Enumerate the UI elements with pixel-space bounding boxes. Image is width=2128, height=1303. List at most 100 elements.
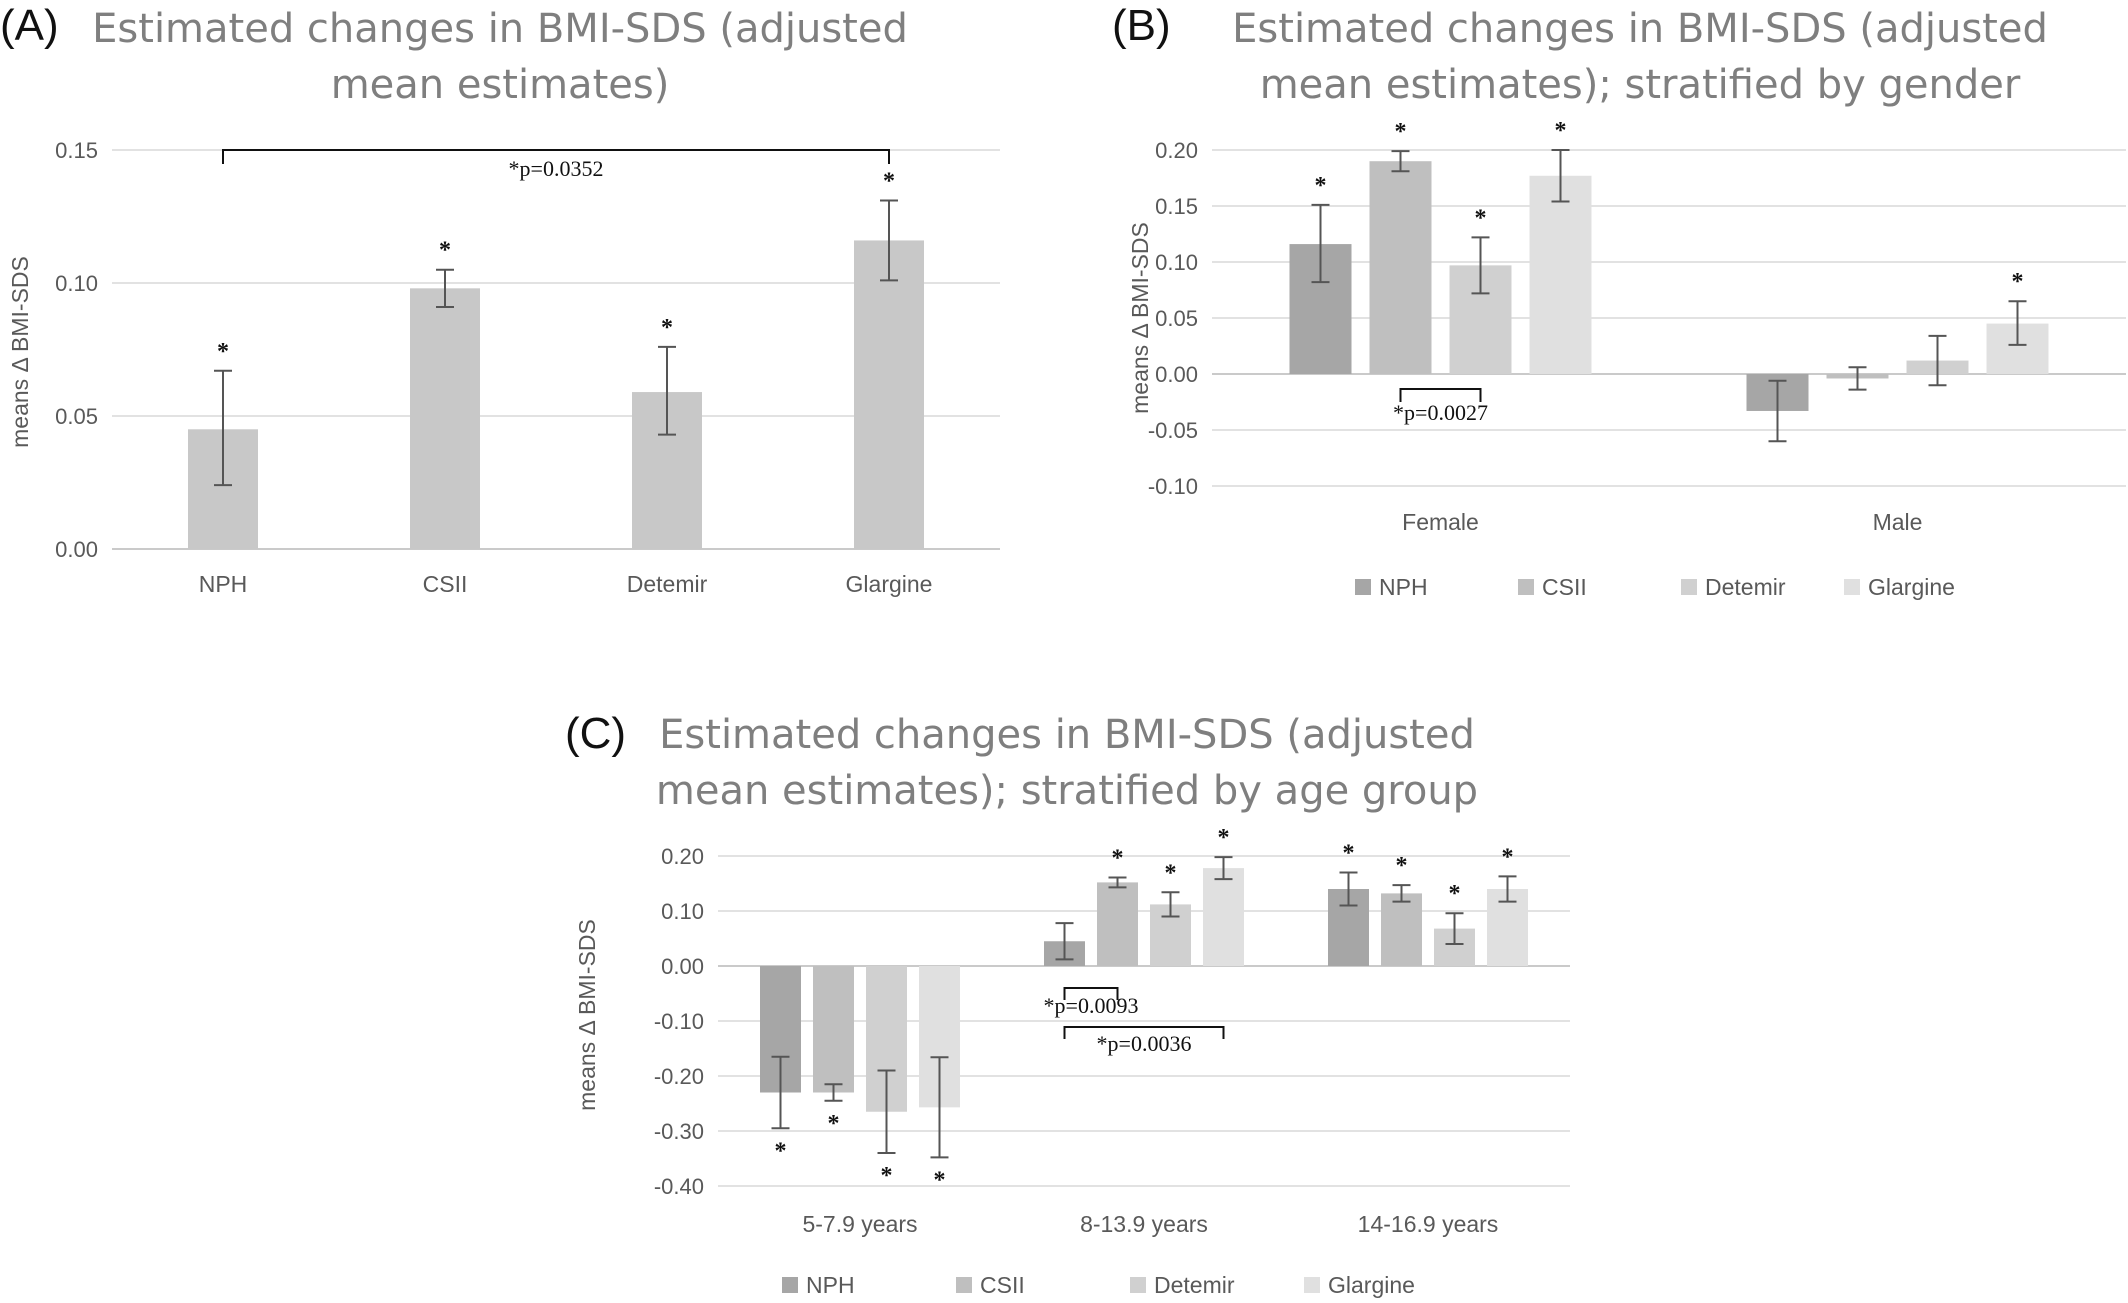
panel-b-comparison-bracket xyxy=(1399,388,1482,402)
panel-b-bar xyxy=(1529,175,1592,374)
panel-a-p-value: *p=0.0352 xyxy=(509,156,604,181)
panel-c-significance-star: * xyxy=(881,1163,893,1189)
panel-b-category-label: Male xyxy=(1873,509,1923,535)
panel-b-legend-label: Detemir xyxy=(1705,574,1786,600)
panel-a-plot: 0.00 0.05 0.10 0.15 * * * * NPH CSII Detemir Glargi… xyxy=(55,138,1000,597)
panel-b-legend-swatch xyxy=(1518,579,1534,595)
panel-a-letter: (A) xyxy=(0,1,59,50)
panel-c-legend-swatch xyxy=(956,1277,972,1293)
panel-b-legend: NPH CSII Detemir Glargine xyxy=(1355,574,1955,600)
panel-b-plot: -0.10 -0.05 0.00 0.05 0.10 0.15 0.20 * * * * * Femal… xyxy=(1148,118,2126,535)
panel-c-error-bar xyxy=(1445,912,1464,945)
panel-a-ytick-label: 0.10 xyxy=(55,271,98,296)
panel-c-p-value: *p=0.0093 xyxy=(1044,993,1139,1018)
panel-a-category-label: Detemir xyxy=(627,571,708,597)
panel-b-title-line-2: mean estimates); stratified by gender xyxy=(1260,62,2021,108)
panel-b-significance-star: * xyxy=(1555,118,1567,144)
panel-c-ytick-label: 0.00 xyxy=(661,954,704,979)
panel-c-legend: NPH CSII Detemir Glargine xyxy=(782,1272,1415,1298)
panel-c-ytick-label: 0.20 xyxy=(661,844,704,869)
panel-c-error-bar xyxy=(1108,876,1127,889)
panel-c-error-bar xyxy=(1339,871,1358,907)
panel-c-category-label: 8-13.9 years xyxy=(1080,1211,1208,1237)
panel-c-bar xyxy=(1097,882,1138,966)
panel-c-significance-star: * xyxy=(1502,844,1514,870)
panel-c-ytick-label: -0.30 xyxy=(654,1119,704,1144)
panel-b-error-bar xyxy=(1768,379,1787,443)
panel-a-category-label: Glargine xyxy=(846,571,933,597)
panel-b-error-bar xyxy=(1391,150,1410,173)
panel-c-legend-label: Glargine xyxy=(1328,1272,1415,1298)
panel-c-p-value: *p=0.0036 xyxy=(1097,1031,1192,1056)
panel-b: (B) Estimated changes in BMI-SDS (adjust… xyxy=(1112,1,2126,600)
panel-c-significance-star: * xyxy=(828,1111,840,1137)
panel-b-ytick-label: 0.05 xyxy=(1155,306,1198,331)
panel-a-ytick-label: 0.05 xyxy=(55,404,98,429)
panel-c-error-bar xyxy=(1214,856,1233,881)
panel-a-ylabel: means Δ BMI-SDS xyxy=(7,256,33,448)
panel-a-comparison-bracket xyxy=(222,149,890,164)
panel-a-significance-star: * xyxy=(439,238,451,264)
panel-b-ytick-label: 0.15 xyxy=(1155,194,1198,219)
panel-c-error-bar xyxy=(930,1056,949,1159)
panel-b-ytick-label: -0.10 xyxy=(1148,474,1198,499)
panel-c-legend-swatch xyxy=(782,1277,798,1293)
panel-b-legend-swatch xyxy=(1355,579,1371,595)
panel-a-category-label: NPH xyxy=(199,571,248,597)
panel-a-ytick-label: 0.00 xyxy=(55,537,98,562)
panel-c-bar xyxy=(1381,893,1422,966)
panel-a-title-line-1: Estimated changes in BMI-SDS (adjusted xyxy=(92,6,908,52)
panel-c-plot: -0.40 -0.30 -0.20 -0.10 0.00 0.10 0.20 * * * * * * * *… xyxy=(654,825,1570,1237)
panel-a: (A) Estimated changes in BMI-SDS (adjust… xyxy=(0,1,1000,597)
panel-a-bar xyxy=(854,240,924,549)
panel-b-significance-star: * xyxy=(1395,119,1407,145)
panel-b-ylabel: means Δ BMI-SDS xyxy=(1127,222,1153,414)
panel-c-comparison-bracket xyxy=(1063,1026,1225,1039)
panel-b-p-value: *p=0.0027 xyxy=(1393,400,1488,425)
panel-c-error-bar xyxy=(877,1069,896,1154)
panel-c-significance-star: * xyxy=(1449,881,1461,907)
panel-c-letter: (C) xyxy=(565,709,626,758)
panel-b-legend-swatch xyxy=(1681,579,1697,595)
panel-c-significance-star: * xyxy=(934,1167,946,1193)
panel-b-title-line-1: Estimated changes in BMI-SDS (adjusted xyxy=(1232,6,2048,52)
panel-c-title-line-1: Estimated changes in BMI-SDS (adjusted xyxy=(659,712,1475,758)
panel-b-legend-label: Glargine xyxy=(1868,574,1955,600)
panel-b-letter: (B) xyxy=(1112,1,1171,50)
panel-c-error-bar xyxy=(1498,875,1517,903)
panel-c-significance-star: * xyxy=(1112,845,1124,871)
panel-b-legend-swatch xyxy=(1844,579,1860,595)
panel-c-bar xyxy=(813,966,854,1093)
panel-c-significance-star: * xyxy=(1218,825,1230,851)
panel-a-category-label: CSII xyxy=(423,571,468,597)
panel-c-error-bar xyxy=(1055,922,1074,961)
panel-a-significance-star: * xyxy=(883,169,895,195)
panel-a-error-bar xyxy=(880,199,898,282)
panel-c-comparison-bracket xyxy=(1063,987,1119,1000)
panel-c-category-label: 5-7.9 years xyxy=(802,1211,917,1237)
panel-c-error-bar xyxy=(771,1055,790,1130)
panel-c-significance-star: * xyxy=(1165,860,1177,886)
panel-b-ytick-label: -0.05 xyxy=(1148,418,1198,443)
panel-a-error-bar xyxy=(658,345,676,436)
panel-a-error-bar xyxy=(214,369,232,487)
panel-b-error-bar xyxy=(1471,236,1490,295)
panel-c-significance-star: * xyxy=(1343,841,1355,867)
panel-a-significance-star: * xyxy=(217,339,229,365)
panel-a-error-bar xyxy=(436,268,454,308)
panel-b-bar xyxy=(1369,161,1432,374)
panel-c-legend-swatch xyxy=(1304,1277,1320,1293)
panel-c-title-line-2: mean estimates); stratified by age group xyxy=(656,768,1478,814)
panel-c-bar xyxy=(1203,868,1244,966)
panel-c-ytick-label: 0.10 xyxy=(661,899,704,924)
panel-c-significance-star: * xyxy=(775,1138,787,1164)
panel-a-bar xyxy=(410,288,480,549)
panel-a-ytick-label: 0.15 xyxy=(55,138,98,163)
panel-c-significance-star: * xyxy=(1396,853,1408,879)
panel-b-error-bar xyxy=(1551,149,1570,203)
panel-b-error-bar xyxy=(1311,203,1330,284)
panel-c-ytick-label: -0.20 xyxy=(654,1064,704,1089)
panel-b-significance-star: * xyxy=(1315,173,1327,199)
panel-a-title-line-2: mean estimates) xyxy=(331,62,670,108)
panel-c: (C) Estimated changes in BMI-SDS (adjust… xyxy=(565,709,1570,1298)
